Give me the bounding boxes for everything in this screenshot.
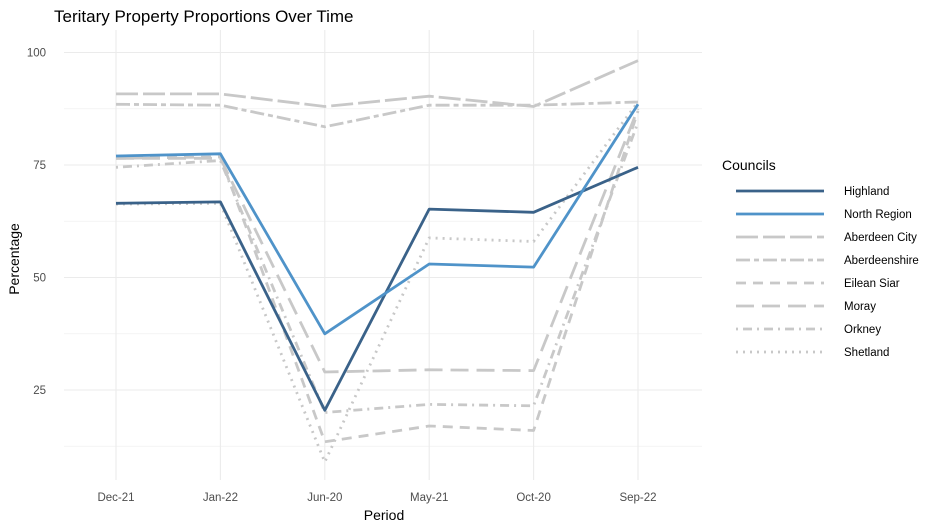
series-line-orkney: [115, 121, 640, 414]
x-tick-label: Sep-22: [619, 492, 656, 504]
series-line-shetland: [115, 101, 640, 464]
series-line-north-region: [115, 103, 640, 336]
legend-label: North Region: [844, 209, 912, 221]
series-line-highland: [115, 166, 639, 412]
series-line-moray: [116, 108, 640, 374]
x-tick-label: Dec-21: [97, 492, 134, 504]
y-tick-label: 25: [33, 385, 46, 397]
legend-label: Highland: [844, 186, 889, 198]
x-axis-ticks: Dec-21 Jan-22 Jun-20 May-21 Oct-20 Sep-22: [97, 492, 656, 504]
legend: Councils Highland North Region Aberdeen Ci…: [722, 157, 919, 359]
series-line-eilean-siar: [115, 110, 640, 444]
chart-grid: [64, 30, 702, 480]
legend-label: Aberdeenshire: [844, 255, 919, 267]
y-tick-label: 100: [27, 48, 46, 60]
y-tick-label: 50: [33, 273, 46, 285]
legend-label: Shetland: [844, 347, 889, 359]
legend-label: Orkney: [844, 324, 881, 336]
legend-label: Moray: [844, 301, 876, 313]
x-axis-title: Period: [364, 507, 404, 523]
chart-series: [115, 59, 640, 464]
series-line-aberdeenshire: [115, 100, 639, 129]
legend-title: Councils: [722, 157, 776, 173]
x-tick-label: May-21: [410, 492, 448, 504]
y-axis-ticks: 25 50 75 100: [27, 48, 46, 398]
y-tick-label: 75: [33, 160, 46, 172]
legend-label: Aberdeen City: [844, 232, 917, 244]
chart-title: Teritary Property Proportions Over Time: [54, 7, 353, 26]
series-line-aberdeen-city: [116, 59, 639, 108]
y-axis-title: Percentage: [6, 223, 22, 295]
x-tick-label: Jun-20: [307, 492, 342, 504]
legend-label: Eilean Siar: [844, 278, 900, 290]
x-tick-label: Jan-22: [203, 492, 238, 504]
x-tick-label: Oct-20: [516, 492, 551, 504]
